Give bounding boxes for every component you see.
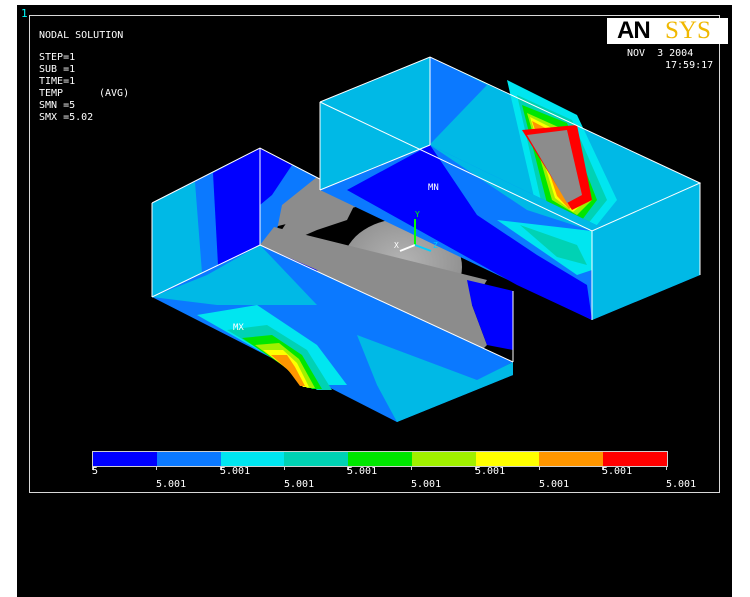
- legend-band-2: [156, 452, 221, 466]
- legend-label-lower-5: 5.001: [666, 479, 697, 490]
- axis-x-label: X: [394, 241, 399, 250]
- legend-label-upper-4: 5.001: [475, 466, 506, 477]
- axis-y-label: Y: [415, 210, 420, 219]
- avg-label: (AVG): [99, 88, 130, 99]
- ansys-logo: AN SYS: [607, 17, 728, 44]
- legend-band-1: [93, 452, 157, 466]
- coordinate-triad: [399, 219, 432, 252]
- window-number: 1: [21, 7, 28, 20]
- legend-label-upper-2: 5.001: [220, 466, 251, 477]
- legend-label-lower-2: 5.001: [284, 479, 315, 490]
- legend-band-8: [539, 452, 604, 466]
- legend-band-6: [411, 452, 476, 466]
- legend-band-7: [475, 452, 540, 466]
- logo-an-text: AN: [617, 17, 651, 44]
- legend-band-9: [603, 452, 668, 466]
- legend-label-lower-1: 5.001: [156, 479, 187, 490]
- graphics-window[interactable]: 1 NODAL SOLUTION STEP=1 SUB =1 TIME=1 TE…: [17, 5, 732, 597]
- legend-band-4: [284, 452, 349, 466]
- plot-date: NOV 3 2004: [627, 48, 694, 59]
- legend-band-3: [220, 452, 285, 466]
- legend-label-upper-1: 5: [92, 466, 99, 477]
- max-marker: MX: [233, 323, 244, 333]
- logo-sys-text: SYS: [665, 17, 711, 44]
- min-marker: MN: [428, 183, 439, 193]
- plot-frame: [29, 15, 720, 493]
- legend-label-upper-3: 5.001: [347, 466, 378, 477]
- legend-label-lower-3: 5.001: [411, 479, 442, 490]
- sub-value: SUB =1: [39, 64, 76, 75]
- legend-label-lower-4: 5.001: [539, 479, 570, 490]
- step-value: STEP=1: [39, 52, 76, 63]
- contour-legend: [92, 451, 668, 467]
- plot-title: NODAL SOLUTION: [39, 30, 124, 41]
- block-upper-right: [319, 56, 702, 320]
- smn-value: SMN =5: [39, 100, 76, 111]
- axis-z-label: Z: [433, 241, 438, 250]
- legend-band-5: [348, 452, 412, 466]
- legend-label-upper-5: 5.001: [602, 466, 633, 477]
- time-value: TIME=1: [39, 76, 76, 87]
- smx-value: SMX =5.02: [39, 112, 94, 123]
- plot-time: 17:59:17: [665, 60, 714, 71]
- result-label: TEMP: [39, 88, 64, 99]
- contour-model[interactable]: [17, 5, 732, 597]
